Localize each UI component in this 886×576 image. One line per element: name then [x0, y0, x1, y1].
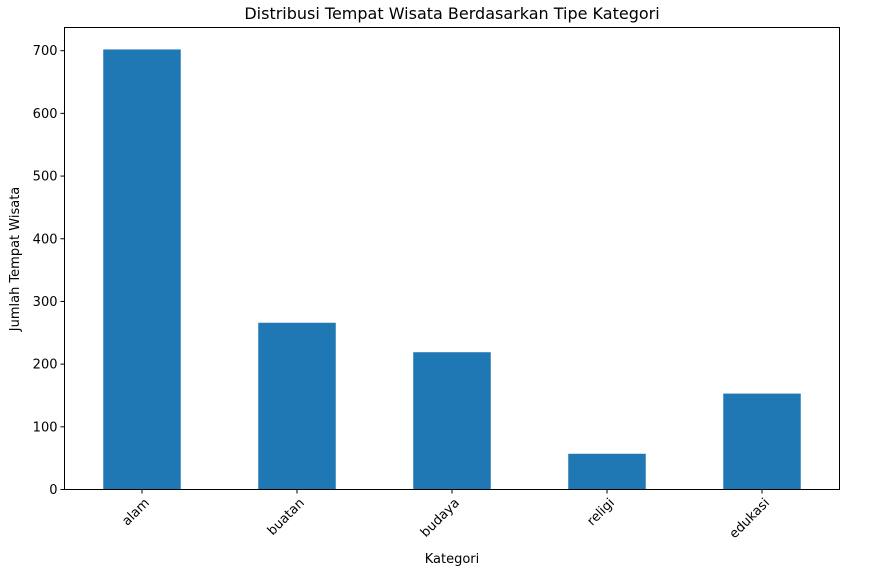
y-tick-label: 200: [33, 358, 58, 373]
y-axis-label: Jumlah Tempat Wisata: [8, 187, 23, 333]
bar-alam: [103, 49, 181, 490]
x-tick-label: religi: [584, 496, 617, 529]
y-axis: 0 100 200 300 400 500 600 700: [33, 44, 65, 498]
y-tick-label: 0: [49, 483, 57, 498]
plot-frame: [64, 27, 840, 490]
y-tick-label: 400: [33, 232, 58, 247]
x-tick-label: budaya: [418, 496, 463, 541]
bar-budaya: [413, 352, 491, 490]
bar-buatan: [258, 322, 336, 490]
y-tick-label: 500: [33, 170, 58, 185]
bar-religi: [568, 453, 646, 490]
chart-title: Distribusi Tempat Wisata Berdasarkan Tip…: [244, 4, 659, 23]
y-tick-label: 100: [33, 420, 58, 435]
x-tick-label: buatan: [265, 496, 308, 539]
y-tick-label: 300: [33, 295, 58, 310]
x-axis: alam buatan budaya religi edukasi: [119, 489, 773, 542]
x-tick-label: alam: [119, 496, 152, 529]
x-axis-label: Kategori: [425, 552, 480, 567]
y-tick-label: 700: [33, 44, 58, 59]
x-tick-label: edukasi: [727, 496, 773, 542]
bar-edukasi: [723, 393, 801, 490]
bars-group: [103, 49, 801, 490]
y-tick-label: 600: [33, 107, 58, 122]
